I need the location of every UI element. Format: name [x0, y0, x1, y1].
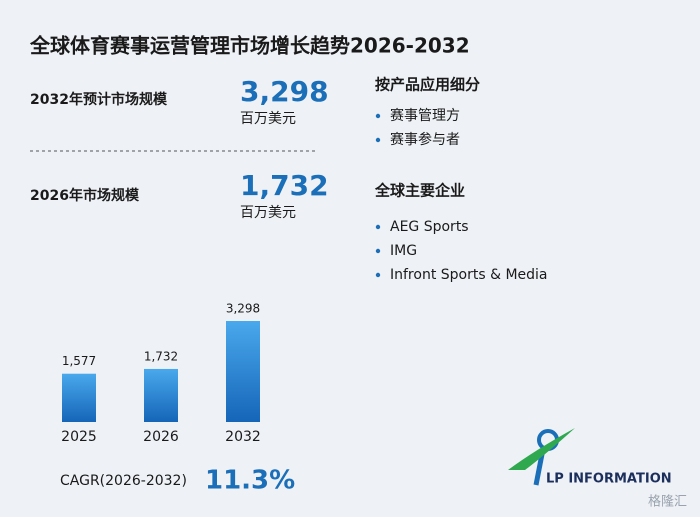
companies-heading: 全球主要企业: [374, 182, 465, 200]
value-label: 3,298: [226, 302, 260, 316]
stat-value: 1,732: [240, 169, 329, 202]
stat-label: 2026年市场规模: [30, 187, 140, 204]
x-tick-label: 2025: [61, 429, 97, 445]
list-item: 赛事管理方: [390, 108, 460, 124]
cagr-value: 11.3%: [205, 466, 295, 496]
bar: [62, 373, 96, 422]
value-label: 1,732: [144, 349, 178, 363]
x-tick-label: 2026: [143, 429, 179, 445]
cagr-label: CAGR(2026-2032): [60, 473, 187, 489]
value-label: 1,577: [62, 354, 96, 368]
title: 全球体育赛事运营管理市场增长趋势2026-2032: [29, 34, 470, 58]
logo-icon: [508, 428, 575, 486]
list-item: AEG Sports: [390, 219, 469, 235]
bullet: [375, 224, 381, 230]
logo-text: LP INFORMATION: [546, 472, 672, 487]
list-item: Infront Sports & Media: [390, 267, 548, 283]
stat-unit: 百万美元: [240, 205, 296, 221]
stat-label: 2032年预计市场规模: [30, 91, 168, 108]
list-item: IMG: [390, 243, 417, 259]
bullet: [375, 137, 381, 143]
list-item: 赛事参与者: [390, 131, 460, 148]
stat-unit: 百万美元: [240, 111, 296, 127]
bar: [226, 321, 260, 422]
bullet: [375, 113, 381, 119]
stat-value: 3,298: [240, 75, 329, 108]
watermark: 格隆汇: [648, 494, 687, 510]
bar: [144, 368, 178, 422]
bullet: [375, 248, 381, 254]
segments-heading: 按产品应用细分: [375, 76, 480, 94]
bullet: [375, 272, 381, 278]
x-tick-label: 2032: [225, 429, 261, 445]
